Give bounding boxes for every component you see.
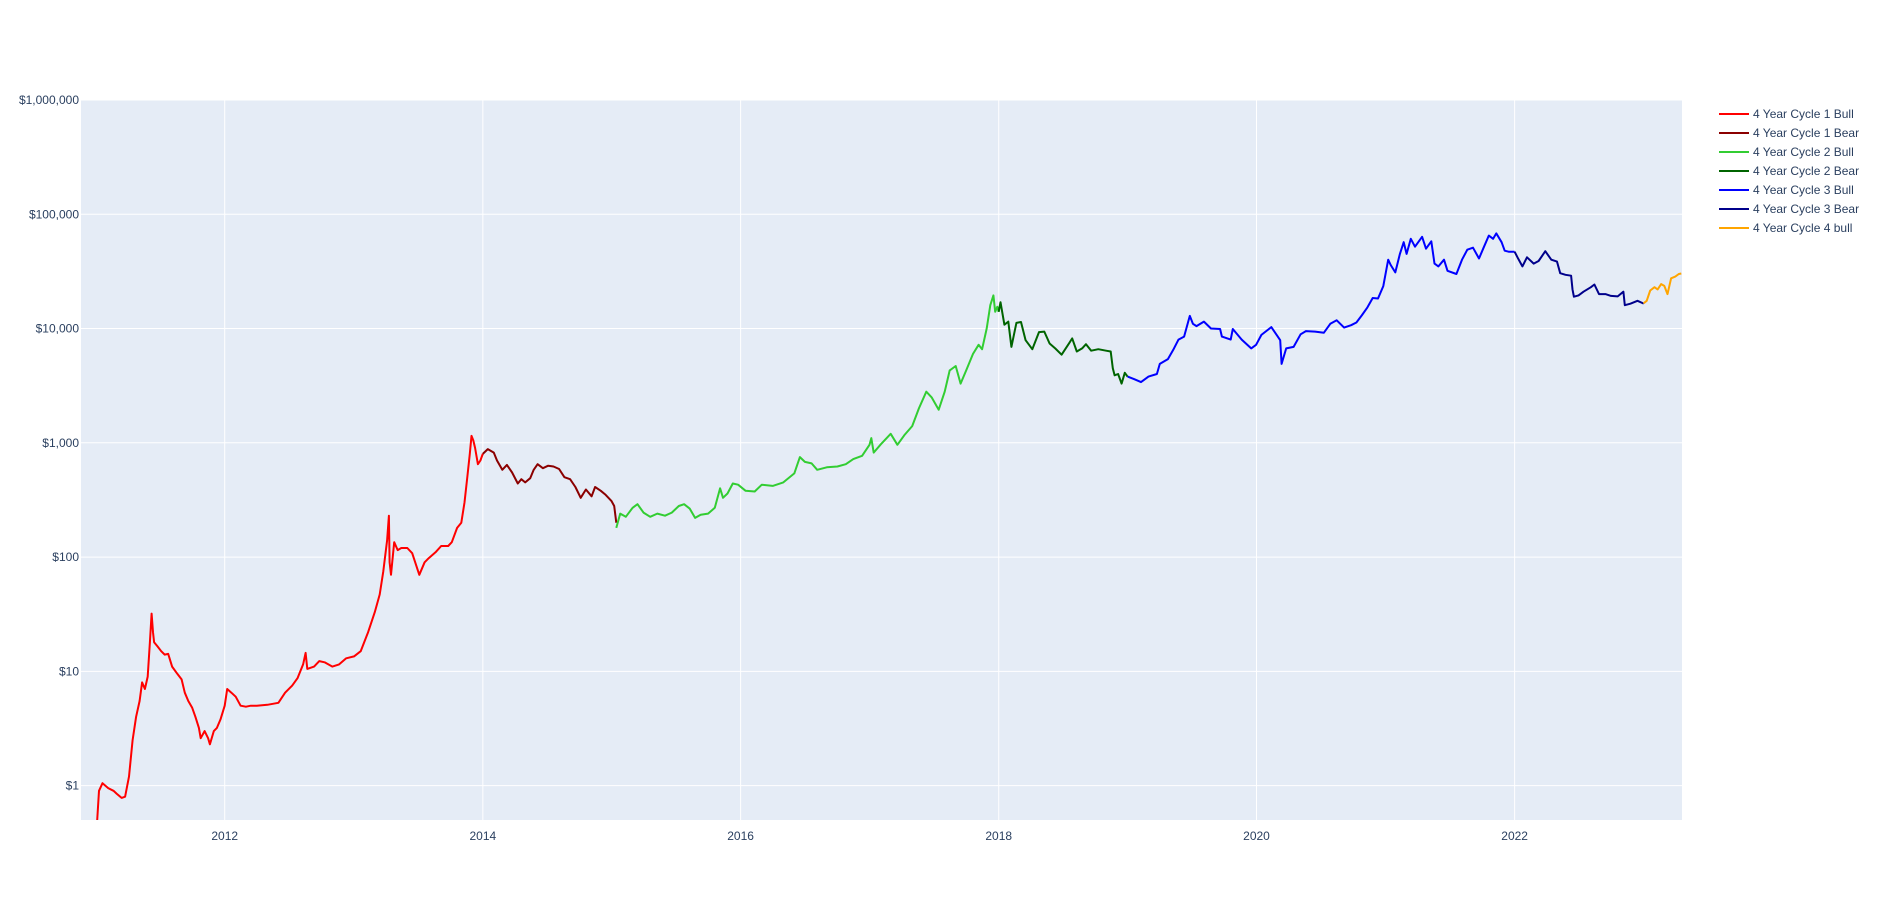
x-axis-ticks: 2012 2014 2016 2018 2020 2022 bbox=[211, 829, 1528, 843]
y-tick-label: $1,000,000 bbox=[19, 93, 79, 107]
x-tick-label: 2022 bbox=[1501, 829, 1528, 843]
legend-item[interactable]: 4 Year Cycle 2 Bear bbox=[1719, 164, 1859, 178]
y-axis-ticks: $1 $10 $100 $1,000 $10,000 $100,000 $1,000,000 bbox=[19, 93, 79, 793]
x-tick-label: 2016 bbox=[727, 829, 754, 843]
series-line-7[interactable] bbox=[1642, 272, 1682, 305]
legend[interactable]: 4 Year Cycle 1 Bull 4 Year Cycle 1 Bear 4 … bbox=[1719, 107, 1859, 235]
legend-item[interactable]: 4 Year Cycle 3 Bear bbox=[1719, 202, 1859, 216]
grid-lines bbox=[81, 99, 1682, 820]
y-tick-label: $10 bbox=[59, 664, 79, 678]
legend-item[interactable]: 4 Year Cycle 1 Bear bbox=[1719, 126, 1859, 140]
y-tick-label: $100 bbox=[52, 550, 79, 564]
legend-label: 4 Year Cycle 1 Bear bbox=[1753, 126, 1859, 140]
series-line-1[interactable] bbox=[96, 434, 484, 820]
y-tick-label: $1 bbox=[66, 779, 80, 793]
x-tick-label: 2018 bbox=[985, 829, 1012, 843]
series-line-6[interactable] bbox=[1513, 250, 1645, 307]
legend-label: 4 Year Cycle 3 Bull bbox=[1753, 183, 1854, 197]
legend-item[interactable]: 4 Year Cycle 1 Bull bbox=[1719, 107, 1854, 121]
series-line-5[interactable] bbox=[1127, 232, 1515, 384]
y-tick-label: $10,000 bbox=[36, 322, 80, 336]
legend-label: 4 Year Cycle 4 bull bbox=[1753, 221, 1852, 235]
legend-label: 4 Year Cycle 2 Bull bbox=[1753, 145, 1854, 159]
y-tick-label: $1,000 bbox=[42, 436, 79, 450]
legend-label: 4 Year Cycle 2 Bear bbox=[1753, 164, 1859, 178]
series-line-2[interactable] bbox=[482, 448, 618, 523]
series-lines bbox=[96, 232, 1682, 820]
x-tick-label: 2012 bbox=[211, 829, 238, 843]
y-tick-label: $100,000 bbox=[29, 207, 79, 221]
plot-area bbox=[81, 100, 1682, 820]
legend-item[interactable]: 4 Year Cycle 4 bull bbox=[1719, 221, 1852, 235]
legend-label: 4 Year Cycle 1 Bull bbox=[1753, 107, 1854, 121]
legend-item[interactable]: 4 Year Cycle 2 Bull bbox=[1719, 145, 1854, 159]
series-line-3[interactable] bbox=[615, 294, 1000, 529]
x-tick-label: 2020 bbox=[1243, 829, 1270, 843]
x-tick-label: 2014 bbox=[469, 829, 496, 843]
legend-item[interactable]: 4 Year Cycle 3 Bull bbox=[1719, 183, 1854, 197]
series-line-4[interactable] bbox=[997, 301, 1129, 385]
legend-label: 4 Year Cycle 3 Bear bbox=[1753, 202, 1859, 216]
